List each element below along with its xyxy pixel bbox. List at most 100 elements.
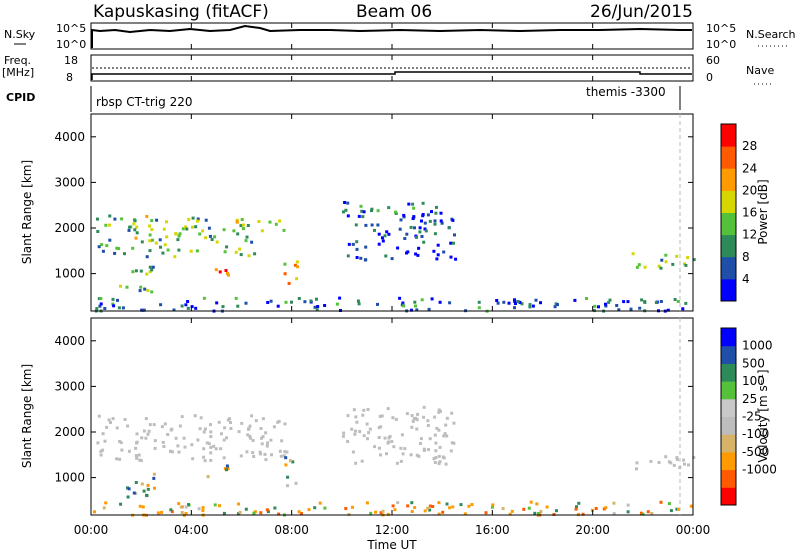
scatter-cell <box>210 238 214 241</box>
scatter-cell <box>432 249 436 253</box>
scatter-cell <box>377 232 381 236</box>
scatter-cell <box>369 511 373 515</box>
scatter-cell <box>278 219 282 223</box>
scatter-cell <box>398 227 402 231</box>
scatter-cell <box>477 300 481 304</box>
scatter-cell <box>401 452 405 456</box>
scatter-cell <box>391 416 395 420</box>
scatter-cell <box>203 427 207 431</box>
scatter-cell <box>127 449 131 453</box>
scatter-cell <box>194 306 198 310</box>
scatter-cell <box>209 451 213 455</box>
scatter-cell <box>247 254 251 258</box>
scatter-cell <box>381 236 384 240</box>
scatter-cell <box>346 254 350 258</box>
power-panel: 1000 2000 3000 4000 Slant Range [km] <box>20 113 696 313</box>
scatter-cell <box>276 420 280 424</box>
scatter-cell <box>403 447 407 451</box>
scatter-cell <box>134 269 138 273</box>
scatter-cell <box>264 458 268 462</box>
colorbar-swatch <box>721 434 736 453</box>
scatter-cell <box>299 512 303 515</box>
scatter-cell <box>108 214 112 218</box>
scatter-cell <box>434 449 438 453</box>
x-tick-label: 20:00 <box>575 523 610 537</box>
scatter-cell <box>654 301 658 304</box>
scatter-cell <box>615 304 619 307</box>
scatter-cell <box>635 467 638 471</box>
scatter-cell <box>412 206 416 210</box>
scatter-cell <box>410 308 413 312</box>
scatter-cell <box>165 220 168 224</box>
cpid-left-text: rbsp CT-trig 220 <box>96 95 192 109</box>
scatter-cell <box>675 458 679 461</box>
scatter-cell <box>214 447 218 451</box>
scatter-cell <box>376 209 380 213</box>
scatter-cell <box>140 240 144 244</box>
scatter-cell <box>531 304 535 308</box>
scatter-cell <box>423 221 427 225</box>
scatter-cell <box>689 504 693 508</box>
scatter-cell <box>144 417 148 421</box>
scatter-cell <box>675 507 679 511</box>
colorbar-tick-label: 100 <box>742 374 765 388</box>
scatter-cell <box>409 225 413 229</box>
scatter-cell <box>395 461 399 465</box>
colorbar-tick-label: 28 <box>742 139 757 153</box>
scatter-cell <box>112 304 116 308</box>
scatter-cell <box>273 506 277 510</box>
x-tick-label: 08:00 <box>274 523 309 537</box>
scatter-cell <box>490 505 494 509</box>
scatter-cell <box>518 300 522 304</box>
scatter-cell <box>282 454 286 458</box>
scatter-cell <box>423 227 427 231</box>
scatter-cell <box>120 448 124 452</box>
scatter-cell <box>194 225 198 229</box>
scatter-cell <box>198 427 202 431</box>
scatter-cell <box>361 413 365 417</box>
scatter-cell <box>359 256 363 260</box>
scatter-cell <box>346 440 350 443</box>
scatter-cell <box>385 230 389 234</box>
scatter-cell <box>101 249 105 253</box>
scatter-cell <box>413 506 417 510</box>
scatter-cell <box>145 255 149 259</box>
scatter-cell <box>203 459 207 463</box>
scatter-cell <box>440 221 444 225</box>
scatter-cell <box>144 436 148 440</box>
scatter-cell <box>351 505 354 509</box>
scatter-cell <box>187 217 191 221</box>
scatter-cell <box>204 218 208 222</box>
scatter-cell <box>513 306 516 310</box>
scatter-cell <box>410 510 414 513</box>
scatter-cell <box>692 258 696 262</box>
scatter-cell <box>669 509 673 513</box>
scatter-cell <box>155 218 159 222</box>
scatter-cell <box>421 201 425 205</box>
scatter-cell <box>265 508 269 512</box>
scatter-cell <box>107 223 111 227</box>
scatter-cell <box>373 445 377 449</box>
scatter-cell <box>357 214 361 218</box>
scatter-cell <box>650 512 654 515</box>
scatter-cell <box>672 463 676 467</box>
colorbar-tick-label: 1000 <box>742 339 773 353</box>
scatter-cell <box>297 297 301 300</box>
colorbar-frame <box>720 123 737 302</box>
scatter-cell <box>313 506 317 510</box>
scatter-cell <box>360 209 364 213</box>
scatter-cell <box>629 307 633 311</box>
scatter-cell <box>355 256 359 259</box>
scatter-cell <box>134 454 138 458</box>
scatter-cell <box>284 456 288 460</box>
scatter-cell <box>415 308 419 312</box>
scatter-cell <box>342 210 345 214</box>
scatter-cell <box>113 217 117 221</box>
scatter-cell <box>309 299 313 303</box>
colorbar-swatch <box>721 212 736 236</box>
scatter-cell <box>191 225 194 229</box>
scatter-cell <box>220 432 223 436</box>
scatter-cell <box>174 436 178 440</box>
scatter-cell <box>379 511 383 515</box>
scatter-cell <box>218 270 222 274</box>
